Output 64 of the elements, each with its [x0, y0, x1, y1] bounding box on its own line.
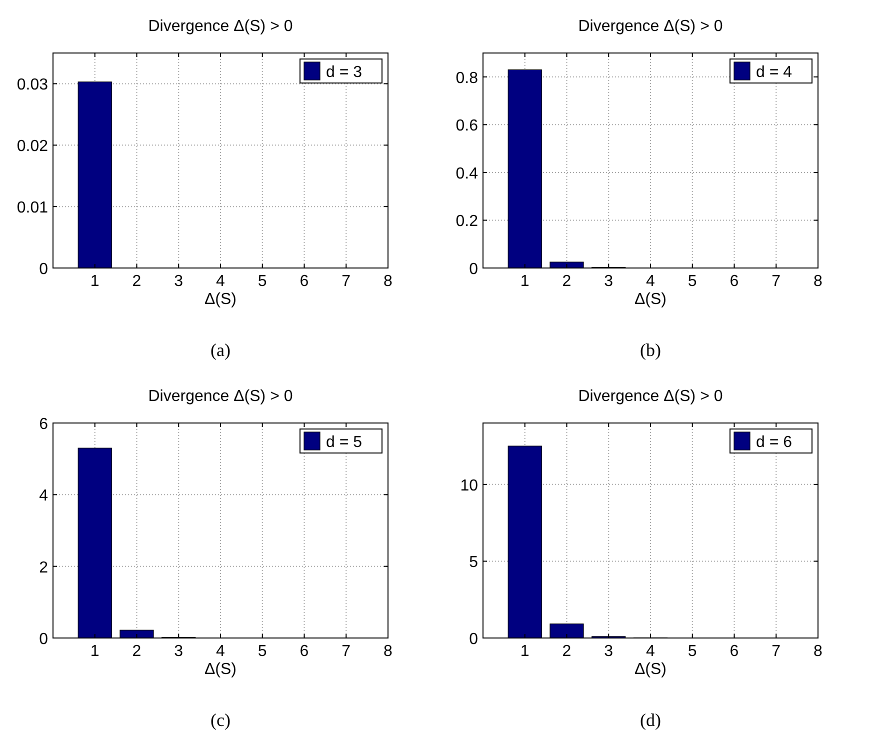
x-tick-label: 7	[772, 273, 781, 290]
x-tick-label: 7	[342, 643, 351, 660]
y-tick-label: 10	[460, 477, 478, 494]
x-tick-label: 8	[814, 273, 823, 290]
legend-label: d = 5	[326, 434, 362, 451]
x-tick-label: 1	[520, 643, 530, 660]
y-tick-label: 0.6	[456, 118, 478, 135]
y-tick-label: 0	[469, 261, 478, 278]
legend-label: d = 3	[326, 64, 362, 81]
x-tick-label: 5	[688, 643, 697, 660]
x-tick-label: 5	[258, 643, 267, 660]
x-tick-label: 3	[174, 273, 184, 290]
x-tick-label: 4	[216, 643, 226, 660]
x-axis-title: Δ(S)	[634, 291, 667, 308]
chart-title: Divergence Δ(S) > 0	[578, 388, 723, 405]
legend-label: d = 4	[756, 64, 792, 81]
y-tick-label: 0.03	[16, 76, 48, 94]
x-tick-label: 4	[646, 643, 656, 660]
y-tick-label: 0.8	[456, 70, 478, 87]
y-tick-label: 2	[39, 559, 48, 576]
x-axis-title: Δ(S)	[204, 291, 237, 308]
legend-label: d = 6	[756, 434, 792, 451]
text: (a)	[210, 340, 230, 360]
x-tick-label: 2	[562, 643, 572, 660]
x-tick-label: 4	[216, 273, 226, 290]
y-tick-label: 0.02	[16, 138, 48, 156]
x-tick-label: 7	[772, 643, 781, 660]
y-tick-label: 0	[39, 631, 48, 648]
text: (d)	[640, 710, 661, 730]
x-tick-label: 6	[730, 643, 739, 660]
y-tick-label: 5	[469, 554, 478, 572]
x-tick-label: 8	[384, 643, 393, 660]
y-tick-label: 0	[39, 261, 48, 278]
x-tick-label: 5	[258, 273, 267, 290]
x-axis-title: Δ(S)	[634, 661, 667, 678]
y-tick-label: 4	[39, 488, 48, 505]
x-tick-label: 1	[520, 273, 530, 290]
x-tick-label: 6	[300, 643, 309, 660]
x-tick-label: 6	[730, 273, 739, 290]
x-tick-label: 2	[132, 273, 142, 290]
x-tick-label: 5	[688, 273, 697, 290]
x-tick-label: 4	[646, 273, 656, 290]
x-tick-label: 8	[814, 643, 823, 660]
x-tick-label: 8	[384, 273, 393, 290]
x-tick-label: 3	[174, 643, 184, 660]
x-tick-label: 3	[604, 643, 614, 660]
x-tick-label: 2	[562, 273, 572, 290]
x-axis-title: Δ(S)	[204, 661, 237, 678]
x-tick-label: 3	[604, 273, 614, 290]
text: (b)	[640, 340, 661, 360]
x-tick-label: 1	[90, 273, 100, 290]
y-tick-label: 0.2	[456, 213, 478, 230]
chart-title: Divergence Δ(S) > 0	[578, 18, 723, 35]
chart-title: Divergence Δ(S) > 0	[148, 388, 293, 405]
chart-title: Divergence Δ(S) > 0	[148, 18, 293, 35]
x-tick-label: 2	[132, 643, 142, 660]
x-tick-label: 1	[90, 643, 100, 660]
x-tick-label: 6	[300, 273, 309, 290]
x-tick-label: 7	[342, 273, 351, 290]
y-tick-label: 0.01	[16, 200, 48, 217]
y-tick-label: 0.4	[456, 165, 478, 182]
y-tick-label: 0	[469, 631, 478, 648]
y-tick-label: 6	[39, 416, 48, 433]
text: (c)	[210, 710, 230, 730]
